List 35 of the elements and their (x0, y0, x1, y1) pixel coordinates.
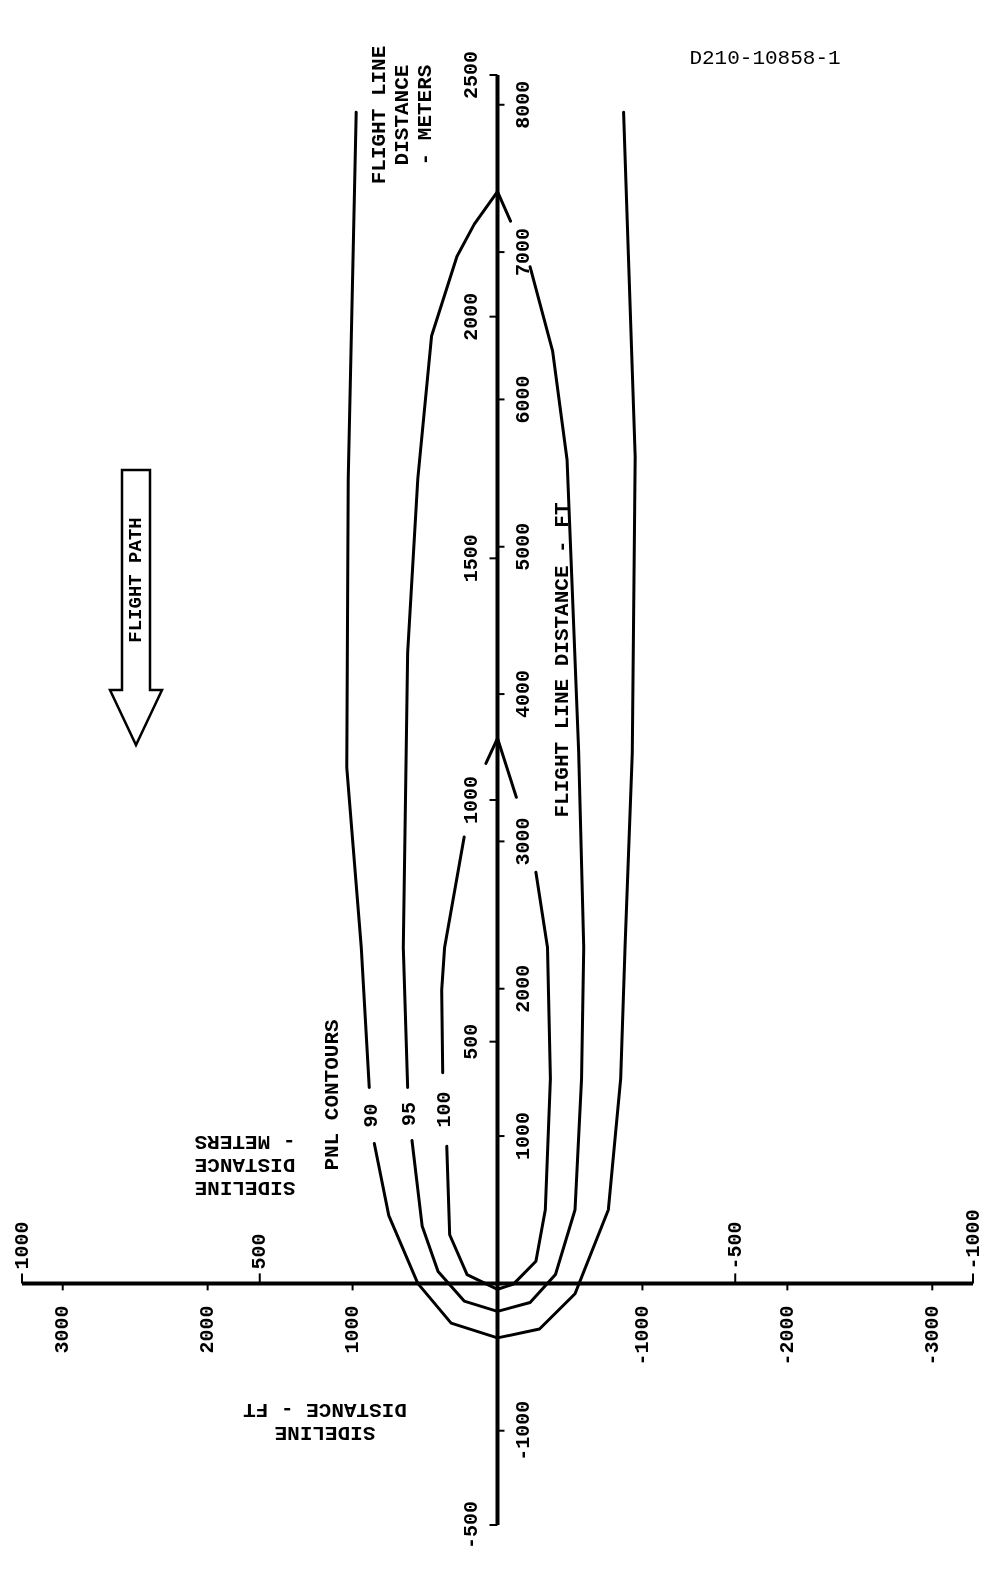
y-tick-label: 1000 (512, 1112, 535, 1161)
x2-tick-label: -500 (723, 1221, 747, 1270)
text: 100 (433, 1091, 457, 1128)
x2-axis-title: SIDELINE DISTANCE - METERS (194, 1129, 296, 1199)
y2-tick-label: 2000 (460, 292, 483, 341)
x-tick-label: 1000 (341, 1305, 365, 1354)
annotation: FLIGHT PATH (125, 517, 147, 643)
x2-tick-label: -1000 (961, 1209, 985, 1270)
x-axis-title: SIDELINE DISTANCE - FT (243, 1397, 407, 1444)
y2-tick-label: 1500 (460, 534, 483, 583)
y-tick-label: -1000 (512, 1400, 535, 1461)
y-axis-title: FLIGHT LINE DISTANCE - FT (550, 502, 574, 818)
y-tick-label: 5000 (512, 522, 535, 571)
y-tick-label: 7000 (512, 228, 535, 277)
x2-tick-label: 500 (248, 1233, 272, 1270)
annotation: PNL CONTOURS (320, 1019, 344, 1171)
y-tick-label: 3000 (512, 817, 535, 866)
text: 95 (398, 1101, 422, 1126)
text: 90 (360, 1103, 384, 1128)
y2-tick-label: 500 (460, 1023, 483, 1060)
x-tick-label: 3000 (51, 1305, 75, 1354)
y-tick-label: 4000 (512, 670, 535, 719)
x-tick-label: -2000 (775, 1305, 799, 1366)
x-tick-label: 2000 (196, 1305, 220, 1354)
x-tick-label: -1000 (630, 1305, 654, 1366)
x-tick-label: -3000 (920, 1305, 944, 1366)
y-tick-label: 8000 (512, 80, 535, 129)
y2-axis-title: FLIGHT LINE DISTANCE - METERS (368, 45, 438, 185)
y2-tick-label: 2500 (460, 50, 483, 100)
y-tick-label: 2000 (512, 964, 535, 1013)
y-tick-label: 6000 (512, 375, 535, 424)
text: D210-10858-1 (689, 46, 841, 70)
y2-tick-label: -500 (460, 1500, 483, 1550)
y2-tick-label: 1000 (460, 775, 483, 825)
x2-tick-label: 1000 (10, 1221, 34, 1270)
